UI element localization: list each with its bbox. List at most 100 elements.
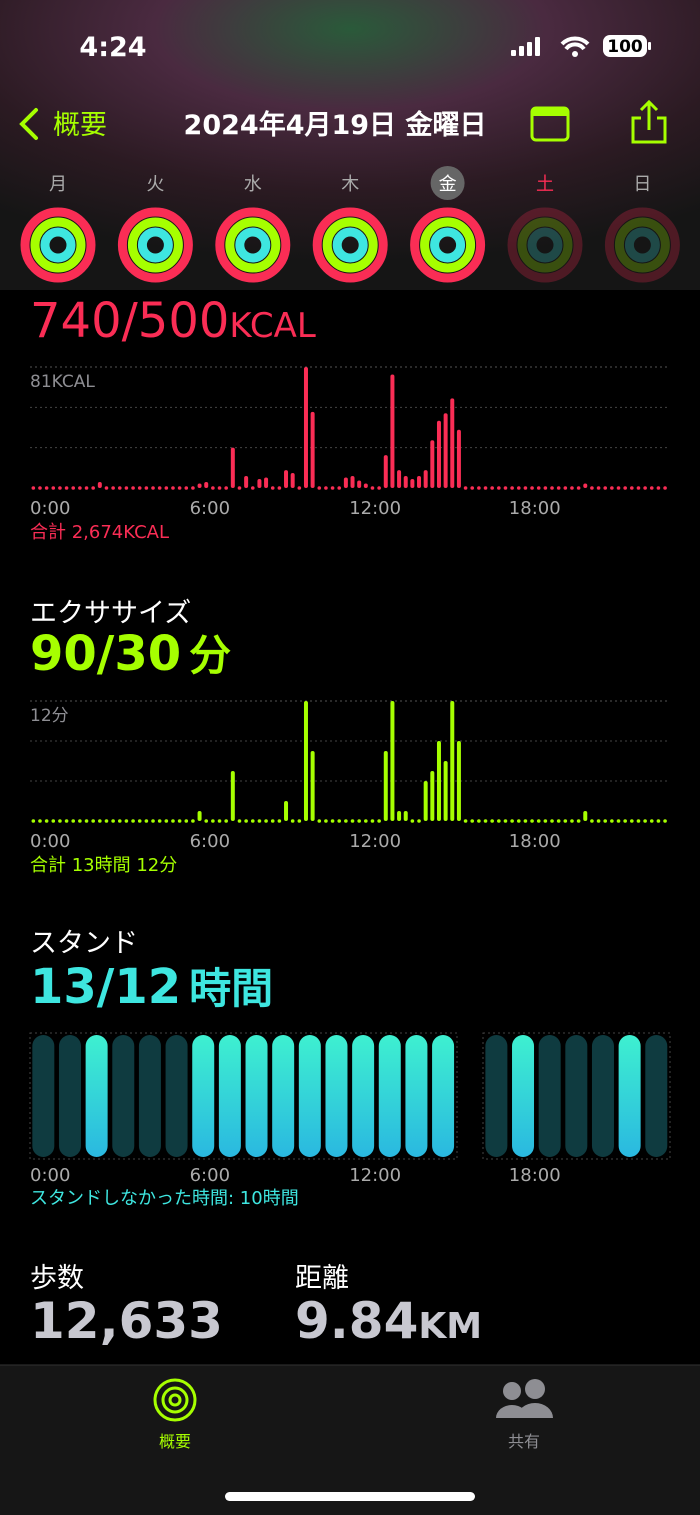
day-label: 金 <box>439 174 457 195</box>
activity-ring <box>40 227 76 263</box>
stand-bar <box>325 1035 348 1157</box>
bar <box>124 486 129 490</box>
stand-bar <box>112 1035 135 1157</box>
bar <box>377 486 381 490</box>
stand-bar <box>352 1035 375 1157</box>
x-tick-label: 6:00 <box>190 1165 230 1186</box>
day-label: 水 <box>244 174 262 195</box>
bar <box>383 751 388 821</box>
bar <box>191 486 195 490</box>
bar <box>603 486 608 490</box>
bar <box>230 771 235 821</box>
bar <box>344 819 348 823</box>
bar <box>570 486 574 490</box>
bar <box>590 819 594 823</box>
wifi-dot <box>572 51 578 57</box>
back-chevron[interactable] <box>19 108 38 140</box>
steps-label: 歩数 <box>30 1263 84 1294</box>
x-tick-label: 18:00 <box>509 831 561 852</box>
bar <box>84 486 89 490</box>
x-tick-label: 18:00 <box>509 498 561 519</box>
x-tick-label: 6:00 <box>190 498 230 519</box>
summary-tab-icon[interactable] <box>153 1378 197 1422</box>
bar <box>377 819 381 823</box>
tab-label[interactable]: 概要 <box>159 1432 191 1451</box>
bar <box>497 819 501 823</box>
activity-ring <box>604 207 680 283</box>
bar <box>616 819 621 823</box>
bar <box>164 486 169 490</box>
bar <box>38 486 42 490</box>
bar <box>111 486 115 490</box>
bar <box>303 701 308 821</box>
bar <box>450 398 455 488</box>
bar <box>616 486 621 490</box>
activity-ring <box>127 217 183 273</box>
bar <box>530 819 534 823</box>
bar <box>177 486 182 490</box>
bar <box>78 486 82 490</box>
bar <box>324 819 328 823</box>
share-button[interactable] <box>631 99 667 144</box>
back-button[interactable]: 概要 <box>53 110 107 141</box>
stand-bar <box>591 1035 614 1157</box>
status-time: 4:24 <box>79 32 146 63</box>
bar <box>204 819 209 823</box>
bar <box>104 819 109 823</box>
bar <box>510 486 514 490</box>
stand-bar <box>432 1035 455 1157</box>
day-label: 土 <box>536 174 554 195</box>
bar <box>630 819 634 823</box>
battery-tip <box>648 42 651 50</box>
bar <box>636 819 641 823</box>
bar <box>423 781 428 821</box>
stand-bar <box>618 1035 641 1157</box>
sharing-tab-icon[interactable] <box>496 1379 553 1418</box>
stand-bar <box>272 1035 295 1157</box>
bar <box>124 819 129 823</box>
bar <box>184 819 189 823</box>
stand-bar <box>298 1035 321 1157</box>
bar <box>104 486 109 490</box>
bar <box>596 819 601 823</box>
bar <box>144 486 149 490</box>
calendar-button[interactable] <box>530 106 570 142</box>
bar <box>157 819 162 823</box>
bar <box>224 819 228 823</box>
bar <box>649 819 654 823</box>
bar <box>171 486 175 490</box>
bar <box>337 486 342 490</box>
bar <box>477 486 481 490</box>
stand-value: 13/12 時間 <box>30 959 273 1015</box>
bar <box>516 486 521 490</box>
bar <box>436 741 441 821</box>
bar <box>297 819 302 823</box>
bar <box>370 486 375 490</box>
bar <box>363 483 368 488</box>
activity-ring <box>137 227 173 263</box>
chart-total: 合計 2,674KCAL <box>30 522 169 543</box>
bar <box>643 819 647 823</box>
bar <box>550 819 554 823</box>
bar <box>78 819 82 823</box>
bar <box>536 486 541 490</box>
tab-label[interactable]: 共有 <box>508 1432 540 1451</box>
bar <box>191 819 195 823</box>
bar <box>590 486 594 490</box>
bar <box>197 483 202 488</box>
bar <box>91 486 95 490</box>
bar <box>164 819 169 823</box>
bar <box>204 482 209 488</box>
stand-bar <box>32 1035 55 1157</box>
bar <box>297 486 302 490</box>
bar <box>470 486 475 490</box>
bar <box>390 701 395 821</box>
bar <box>463 819 468 823</box>
bar <box>58 819 62 823</box>
bar <box>483 486 488 490</box>
bar <box>663 819 667 823</box>
bar <box>463 486 468 490</box>
chart-total: 合計 13時間 12分 <box>30 855 177 876</box>
bar <box>237 486 242 490</box>
bar <box>483 819 488 823</box>
